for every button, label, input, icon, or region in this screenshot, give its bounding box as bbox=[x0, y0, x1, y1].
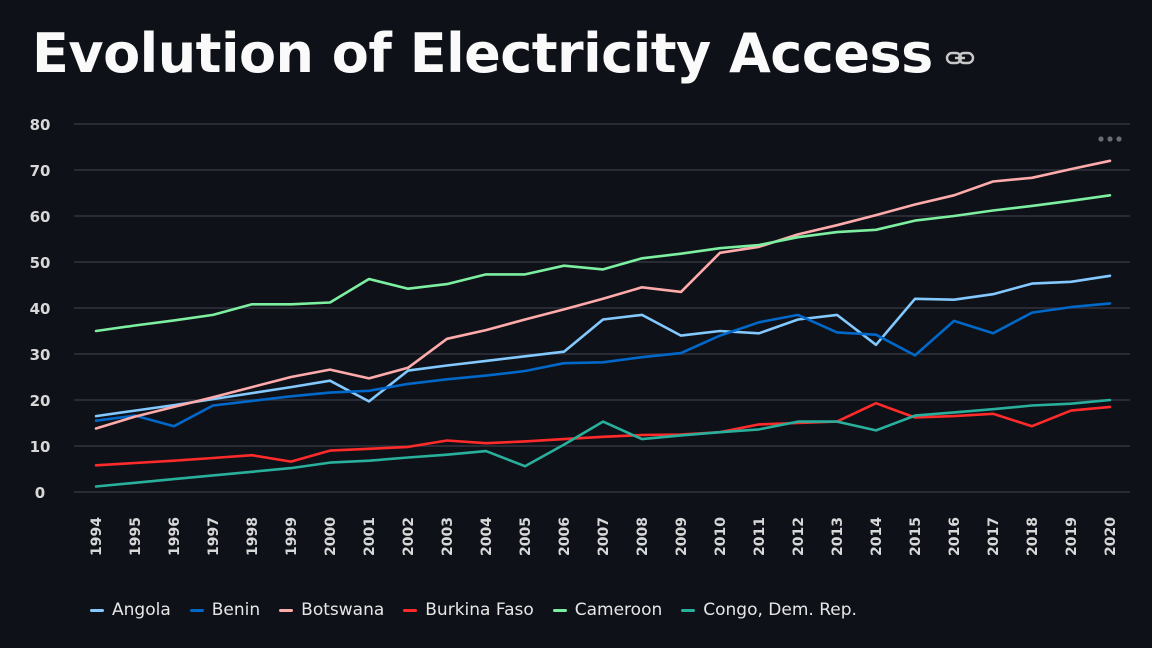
x-tick-label: 2011 bbox=[752, 517, 768, 556]
y-tick-label: 80 bbox=[30, 116, 51, 134]
legend-label: Congo, Dem. Rep. bbox=[703, 600, 857, 620]
x-tick-label: 2017 bbox=[986, 517, 1002, 556]
y-tick-label: 70 bbox=[30, 162, 51, 180]
x-tick-label: 1994 bbox=[89, 517, 105, 556]
x-tick-label: 1997 bbox=[206, 517, 222, 556]
more-horizontal-icon[interactable] bbox=[1096, 132, 1124, 146]
y-tick-label: 60 bbox=[30, 208, 51, 226]
x-tick-label: 2016 bbox=[947, 517, 963, 556]
legend-label: Cameroon bbox=[574, 600, 663, 620]
legend-label: Burkina Faso bbox=[425, 600, 534, 620]
y-tick-label: 50 bbox=[30, 254, 51, 272]
x-tick-label: 2019 bbox=[1064, 517, 1080, 556]
x-tick-label: 2000 bbox=[323, 517, 339, 556]
y-tick-label: 40 bbox=[30, 300, 51, 318]
legend-item-angola[interactable]: Angola bbox=[90, 600, 171, 620]
page-title: Evolution of Electricity Access bbox=[32, 22, 933, 85]
x-tick-label: 1998 bbox=[245, 517, 261, 556]
series-layer bbox=[94, 159, 1112, 488]
chart-legend: Angola Benin Botswana Burkina Faso Cameroon C… bbox=[90, 600, 876, 620]
series-line-cameroon[interactable] bbox=[94, 194, 1112, 333]
series-line-botswana[interactable] bbox=[94, 159, 1112, 430]
legend-item-benin[interactable]: Benin bbox=[189, 600, 261, 620]
series-line-congo-dem-rep[interactable] bbox=[94, 398, 1112, 488]
series-line-benin[interactable] bbox=[94, 302, 1112, 428]
title-row: Evolution of Electricity Access bbox=[32, 18, 975, 90]
x-tick-label: 2006 bbox=[557, 517, 573, 556]
x-tick-label: 2009 bbox=[674, 517, 690, 556]
legend-swatch bbox=[90, 608, 104, 612]
legend-item-burkina-faso[interactable]: Burkina Faso bbox=[403, 600, 534, 620]
y-tick-label: 20 bbox=[30, 392, 51, 410]
y-tick-label: 0 bbox=[35, 484, 45, 502]
x-tick-label: 2007 bbox=[596, 517, 612, 556]
x-axis-ticks: 1994 1995 1996 1997 1998 1999 2000 2001 2002 2003… bbox=[89, 517, 1119, 556]
legend-label: Benin bbox=[211, 600, 261, 620]
legend-item-cameroon[interactable]: Cameroon bbox=[552, 600, 663, 620]
legend-swatch bbox=[279, 608, 294, 612]
x-tick-label: 2008 bbox=[635, 517, 651, 556]
x-tick-label: 2010 bbox=[713, 517, 729, 556]
x-tick-label: 2020 bbox=[1103, 517, 1119, 556]
series-line-burkina-faso[interactable] bbox=[94, 401, 1112, 467]
legend-swatch bbox=[681, 608, 696, 612]
x-tick-label: 2015 bbox=[908, 517, 924, 556]
x-tick-label: 2003 bbox=[440, 517, 456, 556]
link-icon[interactable] bbox=[945, 48, 975, 68]
legend-item-congo-dem-rep[interactable]: Congo, Dem. Rep. bbox=[681, 600, 857, 620]
y-axis-ticks: 0 10 20 30 40 50 60 70 80 bbox=[30, 116, 51, 502]
x-tick-label: 2013 bbox=[830, 517, 846, 556]
x-tick-label: 2002 bbox=[401, 517, 417, 556]
x-tick-label: 1996 bbox=[167, 517, 183, 556]
legend-label: Botswana bbox=[301, 600, 385, 620]
legend-swatch bbox=[403, 608, 418, 612]
y-tick-label: 30 bbox=[30, 346, 51, 364]
y-tick-label: 10 bbox=[30, 438, 51, 456]
x-tick-label: 1995 bbox=[128, 517, 144, 556]
legend-label: Angola bbox=[112, 600, 171, 620]
x-tick-label: 2018 bbox=[1025, 517, 1041, 556]
legend-swatch bbox=[552, 608, 567, 612]
legend-item-botswana[interactable]: Botswana bbox=[279, 600, 384, 620]
x-tick-label: 2001 bbox=[362, 517, 378, 556]
x-tick-label: 2014 bbox=[869, 517, 885, 556]
series-line-angola[interactable] bbox=[94, 274, 1112, 418]
legend-swatch bbox=[189, 608, 204, 612]
x-tick-label: 2005 bbox=[518, 517, 534, 556]
x-tick-label: 2012 bbox=[791, 517, 807, 556]
x-tick-label: 2004 bbox=[479, 517, 495, 556]
x-tick-label: 1999 bbox=[284, 517, 300, 556]
